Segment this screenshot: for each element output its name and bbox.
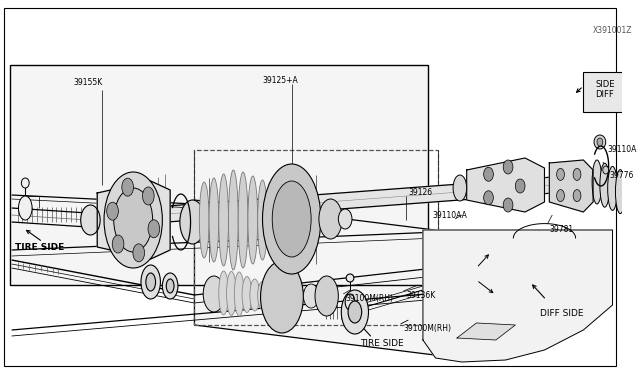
- Text: 39110AA: 39110AA: [433, 211, 468, 219]
- Ellipse shape: [209, 178, 219, 262]
- Bar: [10, 65, 428, 285]
- Text: 39100M(RH): 39100M(RH): [403, 324, 451, 333]
- Bar: [195, 150, 438, 325]
- Ellipse shape: [260, 261, 303, 333]
- Ellipse shape: [277, 188, 287, 252]
- Ellipse shape: [603, 166, 609, 174]
- Ellipse shape: [639, 179, 640, 223]
- Ellipse shape: [573, 190, 581, 202]
- Ellipse shape: [594, 135, 605, 149]
- Ellipse shape: [557, 190, 564, 202]
- Ellipse shape: [631, 176, 640, 220]
- Polygon shape: [97, 181, 170, 259]
- Ellipse shape: [81, 205, 100, 235]
- Text: 39110A: 39110A: [607, 144, 637, 154]
- Ellipse shape: [107, 202, 118, 220]
- Ellipse shape: [248, 176, 258, 264]
- Ellipse shape: [114, 188, 153, 252]
- Ellipse shape: [21, 178, 29, 188]
- Ellipse shape: [503, 160, 513, 174]
- Text: 39100M(RH): 39100M(RH): [345, 294, 393, 302]
- Ellipse shape: [319, 199, 342, 239]
- Ellipse shape: [166, 279, 174, 293]
- Text: SIDE: SIDE: [595, 80, 614, 89]
- Text: TIRE SIDE: TIRE SIDE: [360, 340, 403, 349]
- Ellipse shape: [242, 276, 252, 312]
- Ellipse shape: [616, 170, 625, 214]
- Polygon shape: [195, 200, 435, 355]
- Ellipse shape: [623, 173, 633, 217]
- Bar: [583, 72, 640, 112]
- Ellipse shape: [484, 167, 493, 181]
- Ellipse shape: [592, 160, 602, 204]
- Ellipse shape: [268, 184, 277, 256]
- Ellipse shape: [272, 181, 311, 257]
- Ellipse shape: [503, 198, 513, 212]
- Ellipse shape: [262, 164, 321, 274]
- Text: DIFF: DIFF: [595, 90, 614, 99]
- Ellipse shape: [199, 182, 209, 258]
- Ellipse shape: [227, 272, 236, 315]
- Ellipse shape: [228, 170, 238, 270]
- Ellipse shape: [557, 169, 564, 180]
- Ellipse shape: [303, 284, 319, 308]
- Ellipse shape: [112, 235, 124, 253]
- Ellipse shape: [219, 174, 228, 266]
- Ellipse shape: [104, 172, 163, 268]
- Ellipse shape: [258, 180, 268, 260]
- Ellipse shape: [19, 196, 32, 220]
- Ellipse shape: [607, 166, 618, 211]
- Ellipse shape: [250, 279, 260, 311]
- Polygon shape: [457, 323, 515, 340]
- Ellipse shape: [346, 274, 354, 282]
- Text: 39125+A: 39125+A: [262, 76, 298, 84]
- Ellipse shape: [143, 187, 154, 205]
- Ellipse shape: [219, 271, 228, 315]
- Polygon shape: [423, 230, 612, 362]
- Ellipse shape: [180, 200, 205, 244]
- Ellipse shape: [266, 284, 275, 308]
- Ellipse shape: [141, 265, 161, 299]
- Ellipse shape: [234, 272, 244, 316]
- Polygon shape: [88, 174, 593, 228]
- Ellipse shape: [600, 163, 610, 207]
- Ellipse shape: [122, 178, 134, 196]
- Text: DIFF SIDE: DIFF SIDE: [540, 308, 583, 317]
- Ellipse shape: [148, 220, 160, 238]
- Ellipse shape: [133, 244, 145, 262]
- Ellipse shape: [258, 282, 268, 310]
- Ellipse shape: [163, 273, 178, 299]
- Text: TIRE SIDE: TIRE SIDE: [15, 244, 64, 253]
- Text: 39155K: 39155K: [73, 77, 102, 87]
- Polygon shape: [549, 160, 593, 212]
- Ellipse shape: [484, 191, 493, 205]
- Text: X391001Z: X391001Z: [593, 26, 632, 35]
- Ellipse shape: [341, 290, 369, 334]
- Ellipse shape: [453, 175, 467, 201]
- Ellipse shape: [146, 273, 156, 291]
- Ellipse shape: [238, 172, 248, 268]
- Ellipse shape: [515, 179, 525, 193]
- Ellipse shape: [348, 301, 362, 323]
- Polygon shape: [467, 158, 545, 212]
- Text: 39781: 39781: [549, 224, 573, 234]
- Ellipse shape: [597, 138, 603, 146]
- Text: 39126: 39126: [408, 187, 433, 196]
- Ellipse shape: [339, 209, 352, 229]
- Text: 39136K: 39136K: [406, 291, 436, 299]
- Ellipse shape: [573, 169, 581, 180]
- Ellipse shape: [345, 294, 355, 310]
- Text: 39776: 39776: [610, 170, 634, 180]
- Ellipse shape: [315, 276, 339, 316]
- Ellipse shape: [204, 276, 225, 312]
